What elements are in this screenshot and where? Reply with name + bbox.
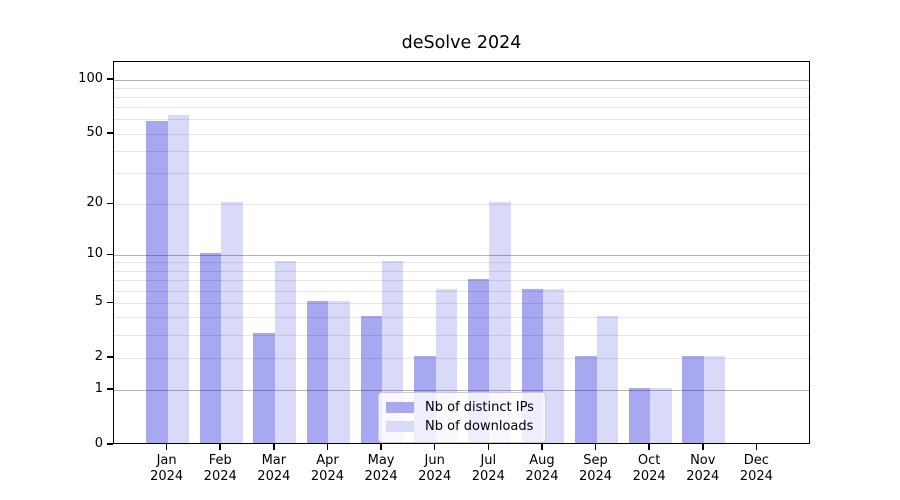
y-tick-label: 50 <box>86 125 103 141</box>
x-tick-label-mar: Mar 2024 <box>257 453 291 484</box>
y-tick-mark <box>107 443 113 445</box>
gridline <box>114 119 809 121</box>
x-tick-mark <box>487 444 490 450</box>
x-tick-label-oct: Oct 2024 <box>632 453 666 484</box>
x-tick-mark <box>594 444 597 450</box>
x-tick-mark <box>433 444 436 450</box>
bar-distinct-ips-sep <box>575 356 597 443</box>
gridline <box>114 290 809 292</box>
legend-label-downloads: Nb of downloads <box>425 419 534 434</box>
y-tick-mark <box>107 132 113 134</box>
gridline <box>114 87 809 89</box>
x-tick-mark <box>541 444 543 450</box>
y-tick-label: 5 <box>94 294 103 310</box>
y-tick-label: 100 <box>78 71 103 87</box>
x-tick-mark <box>380 444 382 450</box>
gridline <box>114 262 809 264</box>
y-tick-mark <box>107 356 113 358</box>
bar-downloads-apr <box>328 301 350 443</box>
y-tick-label: 20 <box>86 195 103 211</box>
bar-downloads-nov <box>703 356 726 443</box>
gridline <box>114 79 809 81</box>
gridline <box>114 97 809 99</box>
y-tick-label: 0 <box>94 436 103 451</box>
gridline <box>114 254 809 256</box>
bar-distinct-ips-may <box>360 315 383 443</box>
x-tick-mark <box>165 444 168 450</box>
gridline <box>114 280 809 282</box>
bar-downloads-oct <box>650 388 672 443</box>
x-tick-label-feb: Feb 2024 <box>203 453 237 484</box>
bar-distinct-ips-mar <box>253 333 275 443</box>
bar-distinct-ips-oct <box>628 388 651 443</box>
x-tick-mark <box>648 444 650 450</box>
x-tick-label-jan: Jan 2024 <box>150 453 184 484</box>
x-tick-label-jul: Jul 2024 <box>471 453 505 484</box>
plot-area: Nb of distinct IPs Nb of downloads <box>113 61 810 444</box>
bar-downloads-jul <box>489 202 511 443</box>
gridline <box>114 203 809 205</box>
x-tick-label-apr: Apr 2024 <box>310 453 344 484</box>
x-tick-label-jun: Jun 2024 <box>418 453 452 484</box>
y-tick-label: 1 <box>94 381 103 397</box>
gridline <box>114 302 809 304</box>
bar-distinct-ips-apr <box>307 301 329 443</box>
bar-distinct-ips-nov <box>682 356 704 443</box>
y-tick-label: 2 <box>94 349 103 365</box>
gridline <box>114 389 809 391</box>
x-tick-label-sep: Sep 2024 <box>578 453 613 484</box>
y-tick-mark <box>107 78 113 80</box>
bar-downloads-mar <box>274 260 297 443</box>
y-tick-mark <box>107 301 113 304</box>
x-tick-mark <box>755 444 758 450</box>
bar-downloads-feb <box>221 202 243 443</box>
legend-item-downloads: Nb of downloads <box>386 417 537 436</box>
x-tick-mark <box>219 444 221 450</box>
bar-distinct-ips-feb <box>199 253 222 443</box>
gridline <box>114 357 809 359</box>
x-tick-mark <box>273 444 275 450</box>
legend: Nb of distinct IPs Nb of downloads <box>378 392 546 443</box>
bar-downloads-aug <box>542 289 565 443</box>
gridline <box>114 317 809 319</box>
gridline <box>114 172 809 174</box>
x-tick-label-aug: Aug 2024 <box>525 453 559 484</box>
x-tick-label-dec: Dec 2024 <box>739 453 773 484</box>
chart-title: deSolve 2024 <box>401 33 522 53</box>
x-tick-mark <box>326 444 329 450</box>
bar-downloads-sep <box>596 315 618 443</box>
gridline <box>114 150 809 152</box>
y-tick-label: 10 <box>86 246 103 262</box>
legend-swatch-downloads <box>386 421 414 432</box>
y-tick-mark <box>107 253 113 256</box>
x-tick-label-nov: Nov 2024 <box>686 453 720 484</box>
legend-label-distinct-ips: Nb of distinct IPs <box>425 400 534 415</box>
x-tick-mark <box>702 444 704 450</box>
legend-swatch-distinct-ips <box>386 402 414 413</box>
gridline <box>114 334 809 336</box>
y-tick-mark <box>107 202 113 205</box>
bar-distinct-ips-jan <box>146 120 168 443</box>
legend-item-distinct-ips: Nb of distinct IPs <box>386 398 537 417</box>
bar-downloads-jan <box>167 115 189 443</box>
x-tick-label-may: May 2024 <box>364 453 398 484</box>
y-tick-mark <box>107 388 113 390</box>
gridline <box>114 107 809 109</box>
gridline <box>114 270 809 272</box>
gridline <box>114 133 809 135</box>
